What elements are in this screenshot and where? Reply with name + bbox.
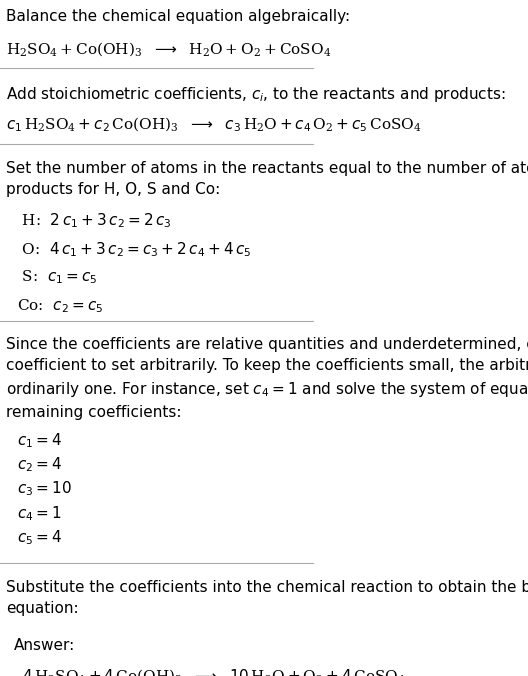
Text: Co:  $c_2 = c_5$: Co: $c_2 = c_5$ — [17, 297, 103, 314]
Text: $c_4 = 1$: $c_4 = 1$ — [17, 504, 62, 523]
Text: $c_3 = 10$: $c_3 = 10$ — [17, 480, 72, 498]
Text: Substitute the coefficients into the chemical reaction to obtain the balanced
eq: Substitute the coefficients into the che… — [6, 580, 528, 616]
Text: $c_5 = 4$: $c_5 = 4$ — [17, 529, 62, 547]
Text: Balance the chemical equation algebraically:: Balance the chemical equation algebraica… — [6, 9, 351, 24]
Text: Set the number of atoms in the reactants equal to the number of atoms in the
pro: Set the number of atoms in the reactants… — [6, 161, 528, 197]
Text: O:  $4\,c_1 + 3\,c_2 = c_3 + 2\,c_4 + 4\,c_5$: O: $4\,c_1 + 3\,c_2 = c_3 + 2\,c_4 + 4\,… — [17, 240, 252, 258]
Text: $4\,\mathregular{H_2SO_4} + 4\,\mathregular{Co(OH)_3}$  $\longrightarrow$  $10\,: $4\,\mathregular{H_2SO_4} + 4\,\mathregu… — [22, 667, 406, 676]
Text: S:  $c_1 = c_5$: S: $c_1 = c_5$ — [17, 268, 98, 286]
Text: H:  $2\,c_1 + 3\,c_2 = 2\,c_3$: H: $2\,c_1 + 3\,c_2 = 2\,c_3$ — [17, 212, 172, 230]
Text: $c_1\,\mathregular{H_2SO_4} + c_2\,\mathregular{Co(OH)_3}$  $\longrightarrow$  $: $c_1\,\mathregular{H_2SO_4} + c_2\,\math… — [6, 116, 422, 134]
Text: Answer:: Answer: — [14, 637, 76, 652]
FancyBboxPatch shape — [2, 621, 240, 676]
Text: $\mathregular{H_2SO_4 + Co(OH)_3}$  $\longrightarrow$  $\mathregular{H_2O + O_2 : $\mathregular{H_2SO_4 + Co(OH)_3}$ $\lon… — [6, 40, 332, 57]
Text: $c_2 = 4$: $c_2 = 4$ — [17, 456, 62, 474]
Text: Since the coefficients are relative quantities and underdetermined, choose a
coe: Since the coefficients are relative quan… — [6, 337, 528, 420]
Text: Add stoichiometric coefficients, $c_i$, to the reactants and products:: Add stoichiometric coefficients, $c_i$, … — [6, 85, 506, 104]
Text: $c_1 = 4$: $c_1 = 4$ — [17, 431, 62, 450]
